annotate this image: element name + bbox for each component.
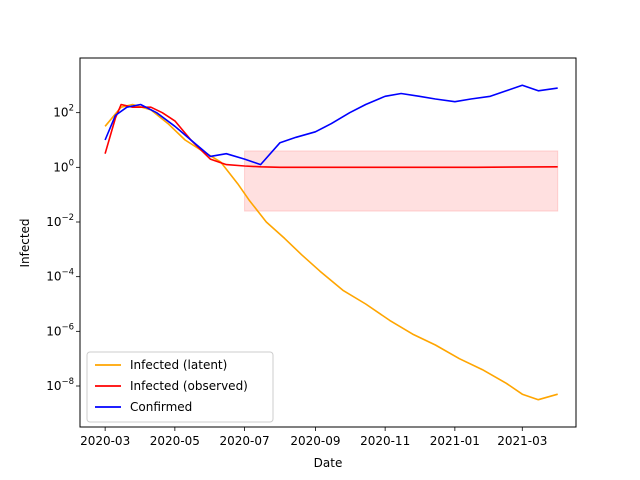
legend: Infected (latent) Infected (observed) Conf… bbox=[86, 351, 274, 423]
y-axis-label: Infected bbox=[18, 218, 32, 267]
x-axis: 2020-03 2020-05 2020-07 2020-09 2020-11 2021-… bbox=[80, 427, 547, 448]
y-tick-label: 100 bbox=[53, 158, 74, 174]
legend-label: Infected (latent) bbox=[130, 358, 227, 372]
y-tick-label: 10−8 bbox=[46, 377, 74, 393]
plot-frame bbox=[79, 57, 577, 428]
x-tick-label: 2021-01 bbox=[430, 434, 480, 448]
x-tick-label: 2020-09 bbox=[290, 434, 340, 448]
x-tick-label: 2020-03 bbox=[80, 434, 130, 448]
legend-label: Infected (observed) bbox=[130, 379, 248, 393]
legend-label: Confirmed bbox=[130, 400, 192, 414]
series-line-1 bbox=[104, 103, 558, 401]
legend-box bbox=[86, 351, 274, 423]
y-axis: 102 100 10−2 10−4 10−6 10−8 bbox=[46, 104, 80, 393]
y-tick-label: 10−2 bbox=[46, 213, 74, 229]
x-tick-label: 2020-05 bbox=[150, 434, 200, 448]
x-tick-label: 2020-11 bbox=[360, 434, 410, 448]
x-tick-label: 2020-07 bbox=[220, 434, 270, 448]
observed-uncertainty-band bbox=[244, 150, 559, 212]
series-line-3 bbox=[104, 84, 558, 166]
y-tick-label: 10−4 bbox=[46, 268, 74, 284]
y-tick-label: 10−6 bbox=[46, 322, 74, 338]
x-axis-label: Date bbox=[314, 456, 343, 470]
y-tick-label: 102 bbox=[53, 104, 74, 120]
plot-content bbox=[104, 84, 559, 401]
x-tick-label: 2021-03 bbox=[497, 434, 547, 448]
